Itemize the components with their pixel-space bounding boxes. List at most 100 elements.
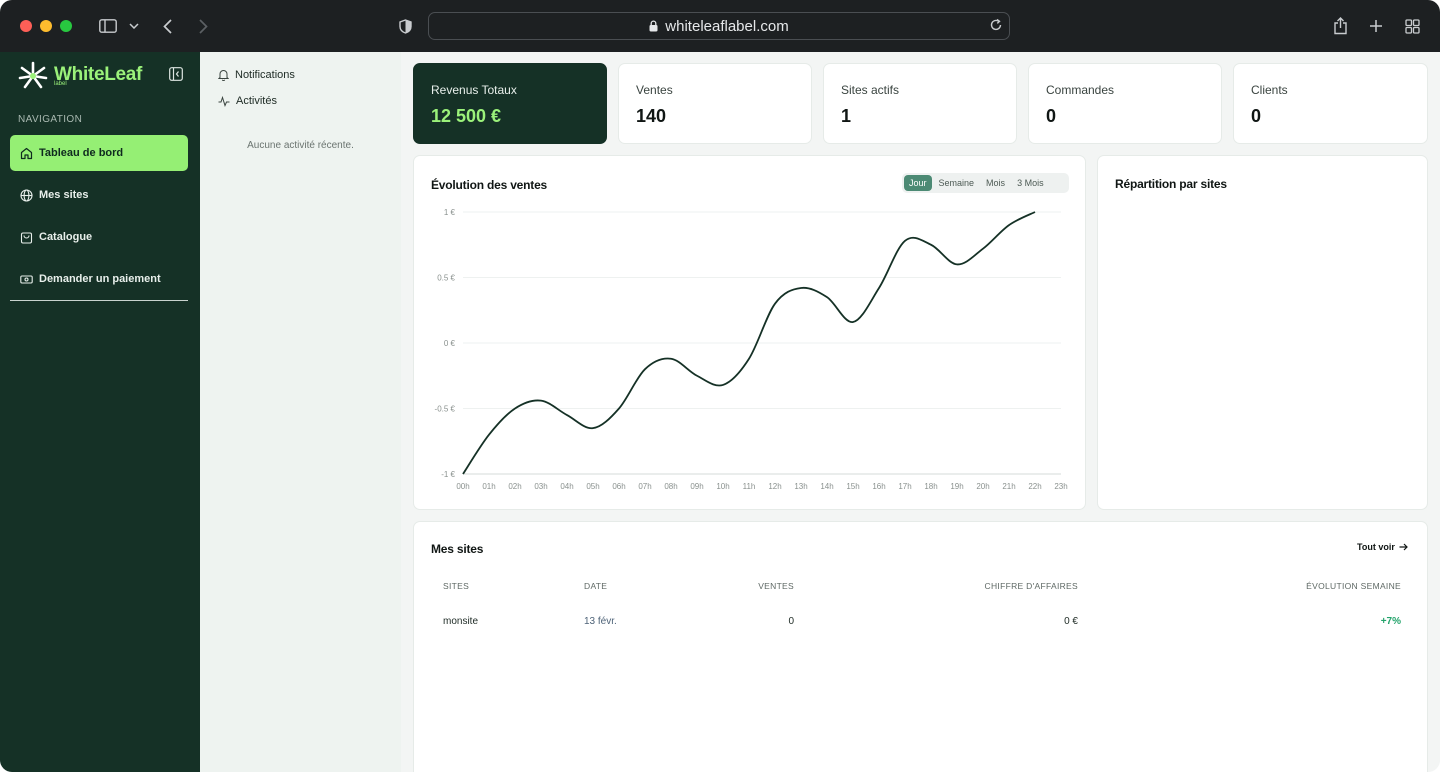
lock-icon <box>649 20 658 32</box>
stat-value: 140 <box>636 106 667 126</box>
tab-week[interactable]: Semaine <box>938 178 975 188</box>
stat-card-total-revenue: Revenus Totaux 12 500 € <box>413 63 607 144</box>
leaf-logo-icon <box>18 61 48 89</box>
sites-table-title: Mes sites <box>431 542 484 556</box>
x-tick-label: 02h <box>508 482 521 491</box>
home-icon <box>20 147 33 159</box>
notifications-link[interactable]: Notifications <box>218 69 295 81</box>
x-tick-label: 12h <box>768 482 781 491</box>
cell-site: monsite <box>443 616 479 627</box>
activities-label: Activités <box>236 95 277 107</box>
stat-value: 0 <box>1046 106 1057 126</box>
activities-link[interactable]: Activités <box>218 95 277 107</box>
back-icon[interactable] <box>160 14 174 38</box>
x-tick-label: 23h <box>1054 482 1067 491</box>
x-tick-label: 00h <box>456 482 469 491</box>
shopping-bag-icon <box>20 231 33 244</box>
stat-value: 12 500 € <box>431 106 502 126</box>
sidebar-toggle-icon[interactable] <box>98 14 118 38</box>
x-tick-label: 01h <box>482 482 495 491</box>
column-header-sites: SITES <box>443 581 470 591</box>
x-tick-label: 09h <box>690 482 703 491</box>
y-tick-label: 0 € <box>444 339 456 348</box>
sidebar-item-label: Demander un paiement <box>39 273 161 285</box>
reload-icon[interactable] <box>989 18 1003 36</box>
tab-month[interactable]: Mois <box>986 178 1006 188</box>
stat-label: Clients <box>1251 83 1288 97</box>
stat-value: 1 <box>841 106 852 126</box>
arrow-right-icon <box>1399 543 1408 551</box>
stat-card-active-sites: Sites actifs 1 <box>823 63 1017 144</box>
stat-card-clients: Clients 0 <box>1233 63 1428 144</box>
tab-3-months[interactable]: 3 Mois <box>1017 178 1044 188</box>
new-tab-icon[interactable] <box>1367 14 1385 38</box>
forward-icon[interactable] <box>196 14 210 38</box>
x-tick-label: 04h <box>560 482 573 491</box>
sidebar-item-my-sites[interactable]: Mes sites <box>10 177 188 213</box>
globe-icon <box>20 188 33 202</box>
sidebar-item-request-payment[interactable]: Demander un paiement <box>10 261 188 297</box>
y-tick-label: -0.5 € <box>435 405 456 414</box>
y-tick-label: 0.5 € <box>437 274 455 283</box>
brand-logo[interactable]: WhiteLeaf label <box>18 61 142 89</box>
x-tick-label: 06h <box>612 482 625 491</box>
activity-pulse-icon <box>218 95 230 107</box>
y-tick-label: -1 € <box>441 470 455 479</box>
x-tick-label: 11h <box>743 482 756 491</box>
column-header-weekly-evolution: ÉVOLUTION SEMAINE <box>1306 581 1401 591</box>
x-tick-label: 21h <box>1002 482 1015 491</box>
url-text: whiteleaflabel.com <box>665 17 789 35</box>
dashboard-main: Revenus Totaux 12 500 € Ventes 140 Sites… <box>401 52 1440 772</box>
brand-subtitle: label <box>54 81 67 87</box>
nav-heading: NAVIGATION <box>18 114 83 125</box>
x-tick-label: 08h <box>664 482 677 491</box>
sidebar-item-dashboard[interactable]: Tableau de bord <box>10 135 188 171</box>
empty-activity-text: Aucune activité récente. <box>247 140 354 151</box>
see-all-label: Tout voir <box>1357 542 1395 552</box>
sites-table-card: Mes sites Tout voir SITES DATE VENTES CH… <box>413 521 1428 772</box>
distribution-title: Répartition par sites <box>1115 177 1227 191</box>
column-header-revenue: CHIFFRE D'AFFAIRES <box>984 581 1078 591</box>
distribution-card: Répartition par sites <box>1097 155 1428 510</box>
column-header-date: DATE <box>584 581 608 591</box>
x-tick-label: 05h <box>586 482 599 491</box>
sidebar-item-label: Tableau de bord <box>39 147 124 159</box>
stat-value: 0 <box>1251 106 1262 126</box>
x-tick-label: 13h <box>794 482 807 491</box>
stat-label: Commandes <box>1046 83 1115 97</box>
sidebar-item-catalogue[interactable]: Catalogue <box>10 219 188 255</box>
x-tick-label: 07h <box>638 482 651 491</box>
chevron-down-icon[interactable] <box>128 14 140 38</box>
cell-revenue: 0 € <box>1064 616 1078 627</box>
address-bar[interactable]: whiteleaflabel.com <box>428 12 1010 40</box>
cell-evolution: +7% <box>1380 616 1401 627</box>
bell-icon <box>218 70 229 81</box>
collapse-sidebar-icon[interactable] <box>169 67 183 81</box>
tab-overview-icon[interactable] <box>1403 14 1421 38</box>
sidebar-item-label: Catalogue <box>39 231 93 243</box>
x-tick-label: 16h <box>872 482 885 491</box>
x-tick-label: 10h <box>716 482 729 491</box>
minimize-window-button[interactable] <box>40 20 52 32</box>
browser-toolbar: whiteleaflabel.com <box>0 0 1440 52</box>
see-all-link[interactable]: Tout voir <box>1357 542 1408 552</box>
tab-day[interactable]: Jour <box>904 175 932 191</box>
nav-divider <box>10 300 188 301</box>
cell-date: 13 févr. <box>584 616 617 627</box>
zoom-window-button[interactable] <box>60 20 72 32</box>
notifications-label: Notifications <box>235 69 295 81</box>
sidebar-item-label: Mes sites <box>39 189 89 201</box>
x-tick-label: 03h <box>534 482 547 491</box>
stat-label: Sites actifs <box>841 83 900 97</box>
x-tick-label: 14h <box>820 482 833 491</box>
column-header-sales: VENTES <box>758 581 794 591</box>
close-window-button[interactable] <box>20 20 32 32</box>
sales-line-chart: -1 € -0.5 € 0 € 0.5 € 1 € 00h 01h 02h 03h 04h 05h 0… <box>435 208 1068 491</box>
stat-card-sales: Ventes 140 <box>618 63 812 144</box>
x-tick-label: 17h <box>898 482 911 491</box>
stat-label: Ventes <box>636 83 673 97</box>
privacy-shield-icon[interactable] <box>397 14 413 38</box>
banknote-icon <box>20 274 33 284</box>
share-icon[interactable] <box>1331 14 1349 38</box>
